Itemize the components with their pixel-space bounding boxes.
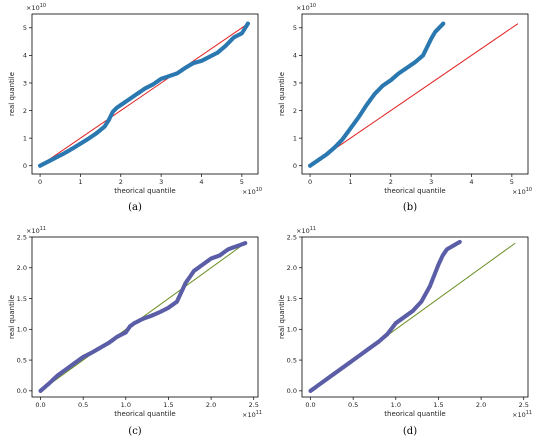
y-scale-label: ×1010	[296, 3, 316, 12]
x-tick-label: 1	[78, 178, 82, 186]
y-tick-label: 1.5	[17, 295, 27, 303]
x-scale-label: ×1010	[242, 187, 262, 196]
chart-panel-3: 0.0 0.5 1.0 1.5 2.0 2.50.00.51.01.52.02.5×101…	[8, 226, 262, 437]
x-tick-label: 1.5	[433, 401, 443, 409]
y-tick-label: 0.0	[17, 387, 27, 395]
reference-line	[39, 23, 249, 167]
chart-panel-4: 0.0 0.5 1.0 1.5 2.0 2.50.00.51.01.52.02.5×101…	[278, 226, 532, 437]
data-point	[457, 239, 462, 245]
y-tick-label: 2	[293, 107, 297, 115]
x-tick-label: 0	[308, 178, 312, 186]
x-tick-label: 1.0	[391, 401, 401, 409]
x-tick-label: 2	[389, 178, 393, 186]
plot-frame	[31, 236, 259, 398]
y-tick-label: 0	[23, 162, 27, 170]
y-tick-label: 2.0	[287, 264, 297, 272]
y-axis-label: real quantile	[8, 72, 16, 116]
y-axis-label: real quantile	[278, 72, 286, 116]
data-point	[243, 241, 248, 246]
x-tick-label: 0.5	[348, 401, 358, 409]
x-scale-exponent: 11	[256, 410, 262, 416]
y-tick-label: 0	[293, 162, 297, 170]
reference-line	[309, 23, 519, 167]
data-points	[37, 21, 251, 168]
y-tick-label: 0.0	[287, 387, 297, 395]
x-tick-label: 2.0	[206, 401, 216, 409]
y-tick-label: 3	[293, 79, 297, 87]
panel-caption: (d)	[403, 426, 417, 437]
plot-frame	[301, 236, 529, 398]
data-points	[307, 21, 446, 168]
x-tick-label: 2	[119, 178, 123, 186]
data-points	[38, 241, 248, 393]
y-axis-label: real quantile	[278, 295, 286, 339]
x-scale-exponent: 11	[526, 410, 532, 416]
x-scale-label: ×1011	[242, 410, 262, 419]
x-tick-label: 2.5	[519, 401, 529, 409]
data-point	[441, 21, 446, 26]
x-tick-label: 0.5	[78, 401, 88, 409]
y-scale-label: ×1011	[26, 226, 46, 235]
plot-frame	[31, 13, 259, 175]
y-tick-label: 1.0	[287, 326, 297, 334]
y-axis-label: real quantile	[8, 295, 16, 339]
x-tick-label: 1	[348, 178, 352, 186]
y-tick-label: 2.5	[17, 233, 27, 241]
x-tick-label: 2.5	[249, 401, 259, 409]
y-tick-label: 1	[23, 134, 27, 142]
plot-frame	[301, 13, 529, 175]
panel-caption: (a)	[128, 202, 142, 213]
y-tick-label: 0.5	[287, 356, 297, 364]
data-point	[245, 21, 251, 26]
y-scale-exponent: 11	[310, 226, 316, 232]
y-tick-label: 2	[23, 107, 27, 115]
panel-caption: (b)	[403, 202, 417, 213]
x-tick-label: 1.0	[121, 401, 131, 409]
y-scale-exponent: 10	[310, 3, 316, 9]
x-tick-label: 4	[199, 178, 203, 186]
x-axis-label: theorical quantile	[114, 410, 175, 418]
y-tick-label: 4	[293, 52, 297, 60]
y-tick-label: 4	[23, 52, 27, 60]
y-tick-label: 2.0	[17, 264, 27, 272]
x-tick-label: 4	[469, 178, 473, 186]
x-axis-label: theorical quantile	[114, 187, 175, 195]
y-tick-label: 1	[293, 134, 297, 142]
x-tick-label: 3	[429, 178, 433, 186]
y-scale-label: ×1010	[26, 3, 46, 12]
x-tick-label: 0	[38, 178, 42, 186]
x-tick-label: 5	[240, 178, 244, 186]
x-tick-label: 2.0	[476, 401, 486, 409]
x-tick-label: 5	[510, 178, 514, 186]
x-scale-exponent: 10	[526, 187, 532, 193]
x-scale-exponent: 10	[256, 187, 262, 193]
panel-caption: (c)	[128, 426, 142, 437]
x-scale-label: ×1010	[512, 187, 532, 196]
y-tick-label: 1.5	[287, 295, 297, 303]
x-tick-label: 0.0	[35, 401, 45, 409]
x-tick-label: 1.5	[163, 401, 173, 409]
y-tick-label: 1.0	[17, 326, 27, 334]
x-scale-label: ×1011	[512, 410, 532, 419]
x-tick-label: 3	[159, 178, 163, 186]
y-scale-exponent: 10	[40, 3, 46, 9]
x-axis-label: theorical quantile	[384, 410, 445, 418]
y-tick-label: 5	[23, 24, 27, 32]
y-scale-exponent: 11	[40, 226, 46, 232]
y-tick-label: 5	[293, 24, 297, 32]
x-tick-label: 0.0	[305, 401, 315, 409]
data-points	[308, 239, 462, 393]
y-tick-label: 3	[23, 79, 27, 87]
y-scale-label: ×1011	[296, 226, 316, 235]
x-axis-label: theorical quantile	[384, 187, 445, 195]
y-tick-label: 0.5	[17, 356, 27, 364]
y-tick-label: 2.5	[287, 233, 297, 241]
